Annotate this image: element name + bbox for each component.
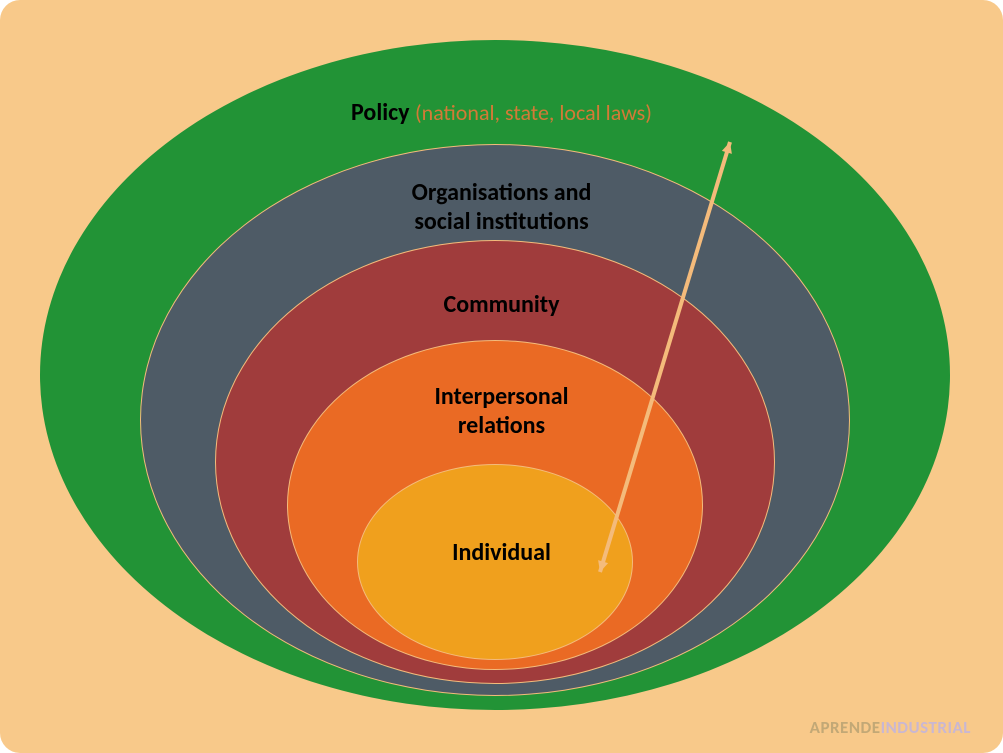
diagram-canvas: Policy (national, state, local laws) Org… <box>0 0 1003 753</box>
label-community: Community <box>0 290 1003 319</box>
branding-part1: APRENDE <box>810 717 881 738</box>
label-policy-main: Policy <box>351 98 410 127</box>
label-policy: Policy (national, state, local laws) <box>0 98 1003 127</box>
label-organisations: Organisations andsocial institutions <box>0 178 1003 236</box>
label-interpersonal-text: Interpersonalrelations <box>435 382 569 440</box>
label-individual: Individual <box>0 538 1003 567</box>
label-interpersonal: Interpersonalrelations <box>0 382 1003 440</box>
branding-text: APRENDEINDUSTRIAL <box>810 717 971 738</box>
label-policy-paren: (national, state, local laws) <box>415 99 652 126</box>
branding-part2: INDUSTRIAL <box>881 717 971 738</box>
label-organisations-l1: Organisations andsocial institutions <box>412 178 592 236</box>
